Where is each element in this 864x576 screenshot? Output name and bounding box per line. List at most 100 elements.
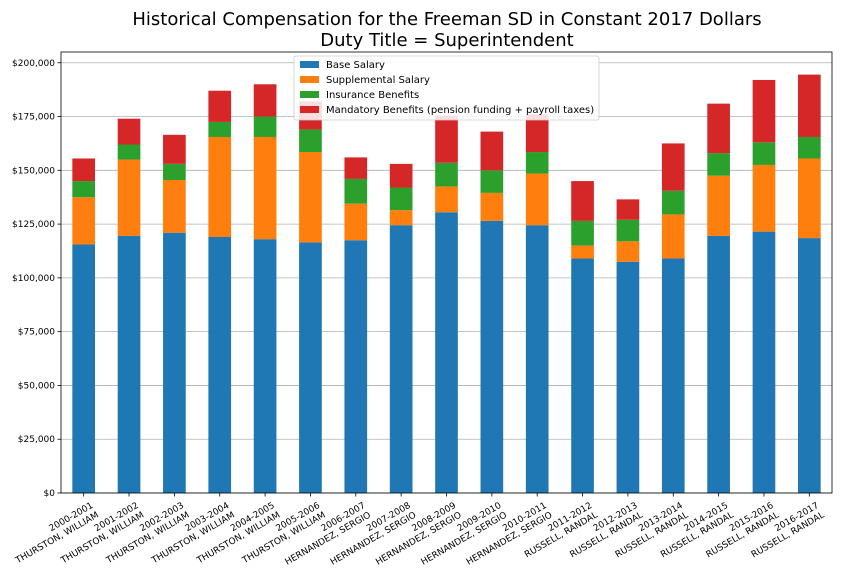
bar-segment [525, 152, 549, 174]
bar-segment [163, 179, 186, 233]
bar-segment [616, 261, 640, 493]
legend-box [293, 55, 600, 121]
bar-segment [571, 245, 594, 259]
bar-segment [661, 190, 685, 215]
bar-segment [72, 158, 96, 182]
chart-subtitle: Duty Title = Superintendent [320, 30, 573, 51]
bar-segment [752, 79, 776, 143]
bar-segment [616, 219, 640, 242]
bar-stack [797, 74, 821, 493]
bar-segment [253, 239, 277, 493]
bar-segment [344, 157, 368, 179]
bar-segment [752, 164, 776, 232]
bar-stack [299, 101, 322, 493]
x-axis-ticks: 2000-2001THURSTON, WILLIAM2001-2002THURS… [8, 493, 826, 568]
bar-stack [208, 90, 232, 493]
bar-segment [299, 129, 322, 153]
bar-stack [661, 143, 685, 493]
legend-swatch [300, 61, 319, 68]
bar-stack [571, 181, 594, 493]
y-axis-ticks: $0 $25,000 $50,000 $75,000 $100,000 $125,000 $… [12, 59, 61, 499]
bar-segment [435, 212, 458, 493]
bar-segment [707, 235, 730, 494]
legend-label: Supplemental Salary [326, 75, 430, 86]
bar-segment [797, 136, 821, 159]
bar-stack [163, 134, 186, 493]
bar-segment [435, 115, 458, 163]
chart-title: Historical Compensation for the Freeman … [132, 9, 761, 30]
bar-segment [117, 144, 141, 160]
bar-stack [344, 157, 368, 493]
bar-segment [525, 114, 549, 153]
bar-stack [707, 103, 730, 494]
bar-segment [616, 199, 640, 220]
bar-stack [117, 118, 141, 494]
bar-segment [707, 103, 730, 154]
y-tick-label: $150,000 [12, 166, 55, 176]
bar-segment [253, 84, 277, 117]
bar-segment [797, 74, 821, 137]
bar-segment [299, 242, 322, 493]
y-tick-label: $50,000 [18, 381, 55, 391]
bar-segment [344, 178, 368, 204]
bar-stack [752, 79, 776, 493]
bar-segment [571, 258, 594, 493]
bar-segment [571, 181, 594, 221]
bar-segment [208, 237, 232, 493]
bar-segment [389, 225, 413, 494]
bar-segment [344, 240, 368, 493]
y-tick-label: $200,000 [12, 59, 55, 69]
bar-segment [661, 258, 685, 493]
bar-segment [117, 118, 141, 145]
bar-segment [752, 142, 776, 165]
bar-segment [707, 175, 730, 236]
bar-segment [72, 181, 96, 198]
y-tick-label: $75,000 [18, 328, 55, 338]
bar-segment [389, 210, 413, 226]
bar-segment [525, 173, 549, 226]
bar-segment [480, 220, 504, 493]
y-tick-label: $100,000 [12, 274, 55, 284]
bar-segment [707, 153, 730, 176]
legend-label: Base Salary [326, 60, 385, 71]
bar-segment [163, 163, 186, 180]
legend-swatch [300, 106, 319, 113]
legend-label: Insurance Benefits [326, 90, 419, 101]
bar-segment [480, 192, 504, 221]
bar-stack [435, 115, 458, 493]
legend-label: Mandatory Benefits (pension funding + pa… [326, 105, 594, 116]
bar-segment [344, 203, 368, 241]
bar-segment [389, 187, 413, 211]
y-tick-label: $0 [44, 489, 56, 499]
bar-stack [253, 84, 277, 493]
bar-segment [797, 158, 821, 239]
bar-segment [571, 220, 594, 246]
bar-segment [616, 241, 640, 262]
bar-segment [480, 170, 504, 193]
bar-segment [163, 134, 186, 164]
x-tick-label: 2000-2001THURSTON, WILLIAM [8, 501, 101, 567]
bar-segment [752, 231, 776, 493]
bar-segment [208, 136, 232, 238]
bar-segment [208, 121, 232, 137]
legend-swatch [300, 91, 319, 98]
bar-segment [72, 244, 96, 493]
bar-segment [797, 238, 821, 493]
bar-stack [616, 199, 640, 493]
bar-segment [435, 162, 458, 187]
bar-segment [253, 136, 277, 240]
bar-segment [661, 143, 685, 191]
bar-segment [435, 186, 458, 213]
bar-segment [117, 235, 141, 494]
bar-stack [389, 163, 413, 494]
bar-segment [661, 214, 685, 259]
bar-stack [480, 131, 504, 493]
bars [72, 74, 821, 494]
bar-segment [253, 116, 277, 137]
bar-segment [480, 131, 504, 171]
bar-stack [72, 158, 96, 493]
bar-segment [208, 90, 232, 122]
bar-segment [163, 232, 186, 493]
legend: Base Salary Supplemental Salary Insurance … [293, 55, 600, 121]
